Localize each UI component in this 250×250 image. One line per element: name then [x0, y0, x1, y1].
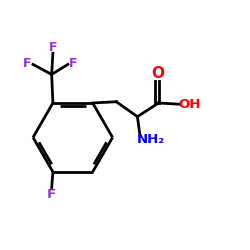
Text: F: F — [47, 188, 56, 201]
Text: O: O — [152, 66, 164, 81]
Text: NH₂: NH₂ — [137, 132, 165, 145]
Text: F: F — [23, 57, 32, 70]
Text: F: F — [69, 57, 78, 70]
Text: F: F — [49, 40, 57, 54]
Text: OH: OH — [178, 98, 200, 111]
